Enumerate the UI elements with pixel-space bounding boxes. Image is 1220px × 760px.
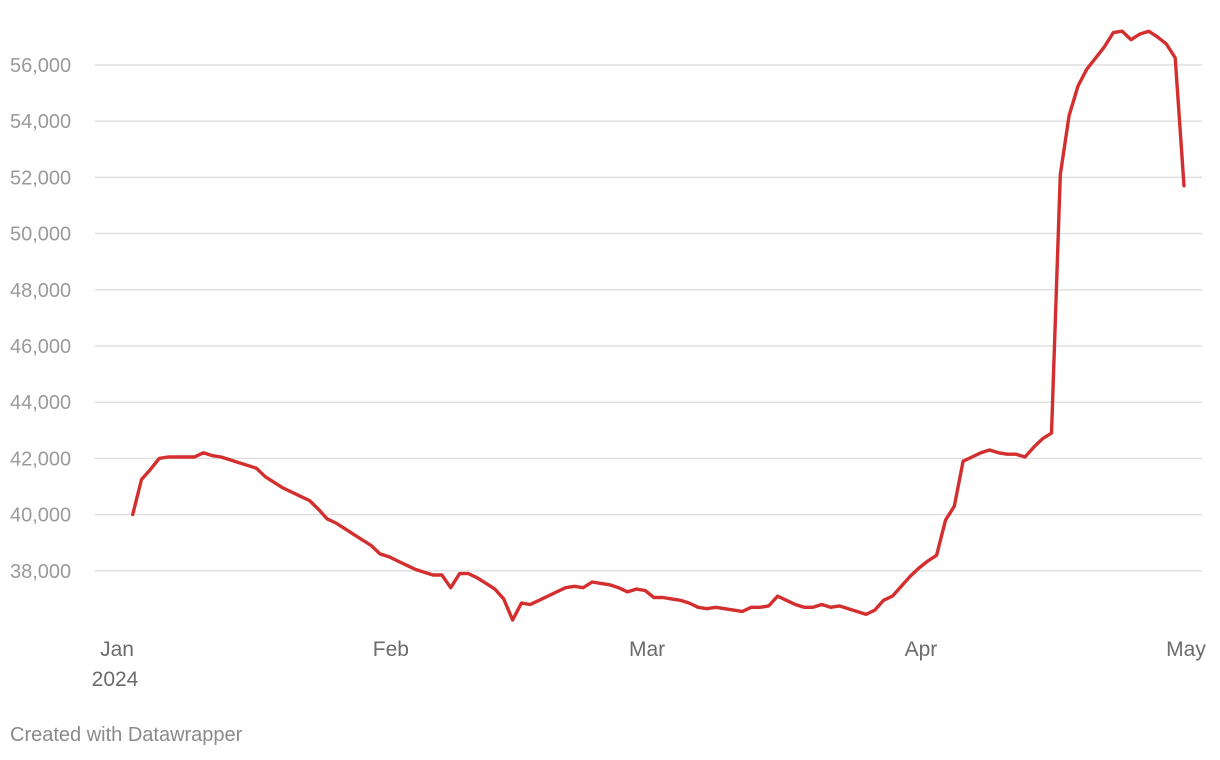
line-chart: 38,000 40,000 42,000 44,000 46,000 48,000 50,0… xyxy=(10,29,1207,691)
x-axis-tick-labels: Jan 2024 Feb Mar Apr May xyxy=(92,638,1207,691)
x-tick-label: Feb xyxy=(373,638,409,661)
series-line xyxy=(130,29,1186,622)
y-tick-label: 50,000 xyxy=(10,224,71,246)
y-tick-label: 48,000 xyxy=(10,280,71,302)
datawrapper-credit: Created with Datawrapper xyxy=(10,724,243,746)
y-tick-label: 46,000 xyxy=(10,336,71,358)
x-tick-label: May xyxy=(1166,638,1206,661)
gridlines xyxy=(95,64,1202,572)
y-tick-label: 38,000 xyxy=(10,561,71,583)
x-tick-label: Mar xyxy=(629,638,665,661)
y-tick-label: 54,000 xyxy=(10,111,71,133)
y-tick-label: 52,000 xyxy=(10,167,71,189)
y-tick-label: 42,000 xyxy=(10,448,71,470)
x-tick-sublabel: 2024 xyxy=(92,668,139,691)
y-tick-label: 44,000 xyxy=(10,392,71,414)
y-tick-label: 56,000 xyxy=(10,55,71,77)
y-axis-tick-labels: 38,000 40,000 42,000 44,000 46,000 48,000 50,0… xyxy=(10,55,71,583)
series-lines xyxy=(130,29,1186,622)
x-tick-label: Jan xyxy=(100,638,134,661)
y-tick-label: 40,000 xyxy=(10,505,71,527)
x-tick-label: Apr xyxy=(905,638,938,661)
